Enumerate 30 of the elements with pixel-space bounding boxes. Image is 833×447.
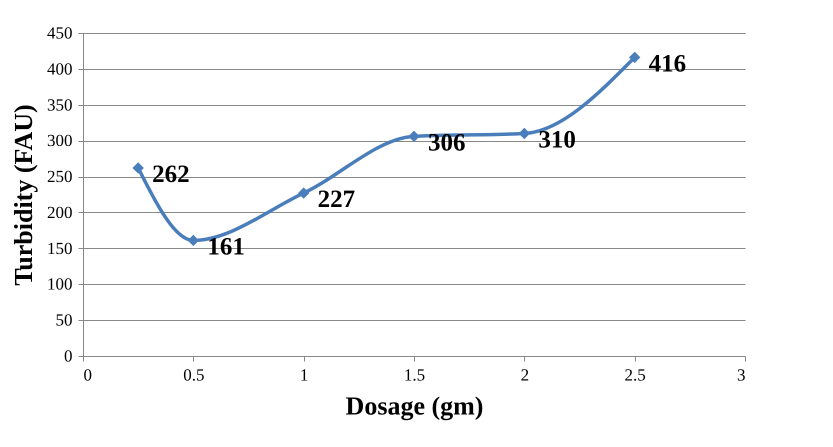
y-tick-label: 150 — [47, 238, 72, 258]
y-tick-label: 300 — [47, 131, 72, 150]
y-axis-title: Turbidity (FAU) — [9, 104, 38, 286]
data-label: 262 — [152, 160, 190, 188]
data-label: 306 — [428, 129, 466, 156]
data-label: 161 — [207, 233, 245, 260]
y-tick-label: 50 — [56, 310, 72, 330]
point — [298, 187, 310, 199]
y-tick-label: 200 — [47, 202, 72, 222]
y-tick-label: 400 — [47, 59, 72, 78]
y-tick-label: 100 — [47, 274, 72, 294]
point — [518, 128, 530, 140]
x-tick-label: 2 — [520, 366, 530, 384]
y-tick-label: 450 — [47, 24, 72, 42]
y-tick-label: 350 — [47, 95, 72, 114]
point — [408, 130, 420, 142]
point — [628, 52, 640, 64]
x-tick-label: 2.5 — [624, 366, 646, 384]
x-tick-label: 1.5 — [404, 366, 426, 384]
x-tick-label: 1 — [300, 366, 308, 384]
y-tick-label: 250 — [47, 167, 72, 186]
x-axis-title: Dosage (gm) — [346, 392, 484, 420]
x-tick-label: 0.5 — [183, 366, 204, 384]
data-label: 227 — [318, 186, 356, 214]
x-tick-label: 3 — [737, 366, 746, 384]
y-tick-label: 0 — [64, 346, 72, 366]
data-label: 416 — [648, 50, 686, 78]
x-tick-label: 0 — [84, 366, 92, 384]
point — [132, 162, 144, 174]
data-label: 310 — [538, 126, 576, 154]
